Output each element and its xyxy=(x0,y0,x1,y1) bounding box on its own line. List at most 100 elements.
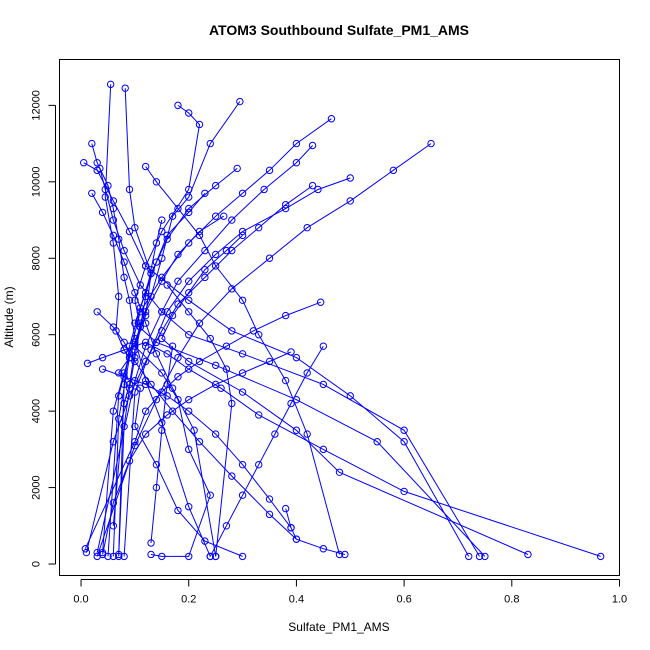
data-point xyxy=(211,250,220,259)
data-point xyxy=(120,399,128,408)
data-point xyxy=(141,319,150,327)
data-point xyxy=(125,296,134,304)
data-point xyxy=(287,524,295,532)
data-point xyxy=(158,273,166,282)
data-point xyxy=(115,552,123,561)
data-point xyxy=(174,277,182,285)
data-point xyxy=(211,552,220,561)
data-point xyxy=(120,346,128,354)
plot-area-frame xyxy=(59,59,620,576)
profile-line-15 xyxy=(85,185,313,553)
data-point xyxy=(109,522,118,530)
data-point xyxy=(158,334,166,343)
data-point xyxy=(185,331,193,339)
data-point xyxy=(255,223,263,232)
y-tick-label: 2000 xyxy=(31,475,43,499)
profile-line-23 xyxy=(209,345,324,557)
data-point xyxy=(125,227,134,236)
data-point xyxy=(131,357,139,366)
data-point xyxy=(141,380,150,389)
data-point xyxy=(319,445,328,454)
data-point xyxy=(81,545,90,553)
data-point xyxy=(141,308,150,316)
data-point xyxy=(141,292,150,301)
data-point xyxy=(131,441,139,450)
data-point xyxy=(147,380,155,389)
data-point xyxy=(265,254,274,262)
data-point xyxy=(400,438,408,446)
data-point xyxy=(195,319,204,327)
data-point xyxy=(98,353,107,362)
data-point xyxy=(400,426,408,434)
data-point xyxy=(163,281,171,289)
profile-line-13 xyxy=(96,145,313,553)
data-point xyxy=(141,357,150,366)
data-point xyxy=(185,407,193,415)
data-point xyxy=(195,438,204,446)
profile-line-5 xyxy=(91,143,211,557)
chart-title: ATOM3 Southbound Sulfate_PM1_AMS xyxy=(209,22,469,38)
data-point xyxy=(335,468,344,476)
data-point xyxy=(163,235,171,243)
data-point xyxy=(185,296,193,304)
data-point xyxy=(125,392,134,400)
data-point xyxy=(174,204,182,213)
data-point xyxy=(141,262,150,270)
data-point xyxy=(308,141,317,150)
data-point xyxy=(238,491,247,499)
data-point xyxy=(98,550,107,559)
data-point xyxy=(281,311,290,320)
data-point xyxy=(136,304,144,312)
data-point xyxy=(255,411,263,419)
data-point xyxy=(109,407,118,415)
data-point xyxy=(206,491,214,499)
data-point xyxy=(88,139,96,148)
data-point xyxy=(238,388,247,396)
data-point xyxy=(82,548,91,557)
data-point xyxy=(185,193,193,201)
data-point xyxy=(96,164,104,173)
data-point xyxy=(125,353,134,362)
data-point xyxy=(319,380,328,389)
data-point xyxy=(106,80,115,89)
data-point xyxy=(131,296,139,304)
y-tick-label: 8000 xyxy=(31,246,43,270)
x-axis: 0.0 0.2 0.4 0.6 0.8 1.0 xyxy=(73,579,627,606)
data-point xyxy=(389,166,398,175)
data-point xyxy=(185,277,193,285)
x-axis-title: Sulfate_PM1_AMS xyxy=(288,620,389,634)
data-point xyxy=(211,181,220,190)
data-point xyxy=(236,97,244,106)
data-point xyxy=(185,503,193,511)
data-point xyxy=(195,120,204,129)
data-point xyxy=(120,273,128,282)
data-point xyxy=(265,510,274,519)
data-point xyxy=(147,266,155,274)
data-point xyxy=(211,262,220,270)
data-point xyxy=(131,376,139,385)
data-point xyxy=(185,445,193,454)
x-tick-label: 0.2 xyxy=(181,594,196,606)
data-point xyxy=(190,426,198,434)
profile-line-27 xyxy=(166,284,233,557)
data-point xyxy=(131,288,139,297)
data-point xyxy=(475,552,484,561)
profile-line-26 xyxy=(285,508,346,555)
data-point xyxy=(141,407,150,415)
data-point xyxy=(131,438,139,446)
data-point xyxy=(131,422,139,431)
data-point xyxy=(185,204,193,213)
data-point xyxy=(125,185,134,194)
data-point xyxy=(141,430,150,438)
profile-line-10 xyxy=(99,168,480,557)
data-point xyxy=(319,545,328,553)
profile-line-28 xyxy=(150,346,174,544)
data-point xyxy=(327,115,336,123)
data-point xyxy=(152,178,161,186)
data-point xyxy=(109,204,118,213)
data-point xyxy=(158,327,166,335)
data-point xyxy=(136,308,144,316)
data-point xyxy=(185,552,193,561)
data-point xyxy=(131,346,139,354)
